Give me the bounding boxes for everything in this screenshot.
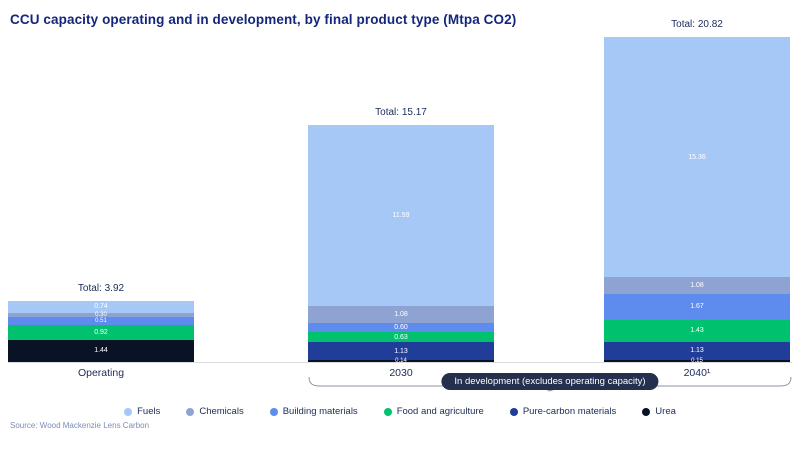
total-label-2040-: Total: 20.82 (671, 19, 723, 31)
segment-food-and-agriculture: 0.92 (8, 325, 194, 340)
legend-item-chemicals: Chemicals (186, 406, 244, 417)
segment-value-label: 0.92 (94, 328, 108, 336)
segment-food-and-agriculture: 1.43 (604, 319, 790, 343)
segment-building-materials: 0.51 (8, 317, 194, 326)
legend-label-urea: Urea (655, 406, 676, 417)
legend-dot-urea-icon (642, 407, 651, 416)
legend-dot-chemicals-icon (186, 407, 195, 416)
legend-item-urea: Urea (642, 406, 676, 417)
legend-dot-building-materials-icon (269, 407, 278, 416)
segment-pure-carbon-materials: 1.13 (604, 342, 790, 360)
segment-value-label: 11.59 (392, 212, 410, 220)
segment-value-label: 0.51 (95, 318, 107, 325)
legend-item-building-materials: Building materials (269, 406, 358, 417)
segment-value-label: 0.74 (94, 303, 108, 311)
segment-fuels: 15.36 (604, 37, 790, 277)
legend-dot-pure-carbon-materials-icon (509, 407, 518, 416)
segment-value-label: 1.08 (690, 281, 704, 289)
legend-label-food-and-agriculture: Food and agriculture (396, 406, 484, 417)
x-axis-label-2040-: 2040¹ (683, 367, 711, 379)
legend: Fuels Chemicals Building materials Food and… (0, 406, 800, 417)
stack-operating: 0.74 0.30 0.51 0.92 1.44 (8, 301, 194, 362)
x-axis-label-2030: 2030 (389, 367, 413, 379)
total-label-operating: Total: 3.92 (77, 282, 125, 294)
bar-operating: Total: 3.92 0.74 0.30 0.51 0.92 1.44 (8, 283, 194, 362)
segment-urea: 0.14 (308, 357, 494, 364)
segment-value-label: 0.60 (394, 324, 408, 332)
segment-value-label: 1.13 (690, 347, 704, 355)
x-axis-line (8, 362, 792, 363)
segment-fuels: 11.59 (308, 125, 494, 307)
segment-food-and-agriculture: 0.63 (308, 332, 494, 343)
bar-2040-: Total: 20.82 15.36 1.08 1.67 1.43 1.13 0.15 (604, 19, 790, 364)
segment-urea: 1.44 (8, 339, 194, 362)
legend-label-building-materials: Building materials (282, 406, 358, 417)
legend-label-pure-carbon-materials: Pure-carbon materials (522, 406, 617, 417)
legend-dot-food-and-agriculture-icon (383, 407, 392, 416)
segment-value-label: 0.14 (395, 357, 407, 364)
bar-2030: Total: 15.17 11.59 1.08 0.60 0.63 1.13 0.14 (308, 107, 494, 364)
segment-value-label: 0.30 (95, 311, 107, 318)
segment-value-label: 0.63 (394, 333, 408, 341)
segment-urea: 0.15 (604, 357, 790, 364)
segment-chemicals: 0.30 (8, 311, 194, 318)
legend-label-chemicals: Chemicals (199, 406, 244, 417)
total-label-2030: Total: 15.17 (375, 107, 427, 119)
chart-title: CCU capacity operating and in developmen… (10, 12, 517, 27)
segment-fuels: 0.74 (8, 301, 194, 313)
segment-value-label: 1.67 (690, 303, 704, 311)
stack-2040-: 15.36 1.08 1.67 1.43 1.13 0.15 (604, 37, 790, 364)
segment-value-label: 1.08 (394, 311, 408, 319)
segment-chemicals: 1.08 (308, 306, 494, 324)
segment-value-label: 15.36 (688, 153, 706, 161)
segment-value-label: 1.43 (690, 327, 704, 335)
in-development-brace (308, 376, 792, 392)
segment-pure-carbon-materials: 1.13 (308, 342, 494, 360)
plot-area: Total: 3.92 0.74 0.30 0.51 0.92 1.44 Total: 15… (8, 0, 792, 364)
legend-dot-fuels-icon (124, 407, 133, 416)
legend-label-fuels: Fuels (137, 406, 161, 417)
segment-value-label: 0.15 (691, 357, 703, 364)
in-development-pill: In development (excludes operating capac… (441, 373, 659, 390)
segment-value-label: 1.13 (394, 347, 408, 355)
segment-building-materials: 0.60 (308, 323, 494, 333)
stack-2030: 11.59 1.08 0.60 0.63 1.13 0.14 (308, 125, 494, 364)
segment-chemicals: 1.08 (604, 276, 790, 294)
legend-item-fuels: Fuels (124, 406, 160, 417)
legend-item-pure-carbon-materials: Pure-carbon materials (509, 406, 617, 417)
source-note: Source: Wood Mackenzie Lens Carbon (10, 421, 150, 430)
x-axis-label-operating: Operating (77, 367, 125, 379)
legend-item-food-and-agriculture: Food and agriculture (383, 406, 484, 417)
segment-building-materials: 1.67 (604, 293, 790, 320)
segment-value-label: 1.44 (94, 347, 108, 355)
